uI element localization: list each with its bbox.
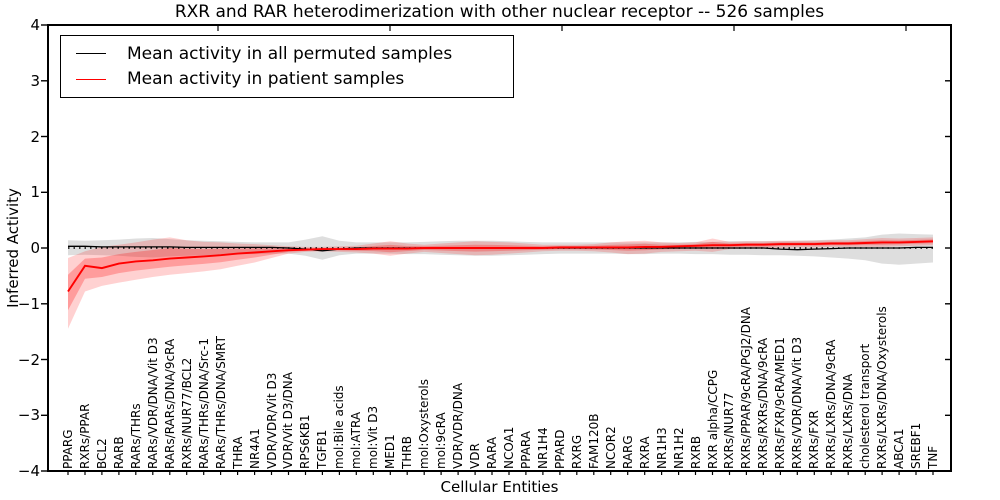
- x-tick-label: RXRs/VDR/DNA/Vit D3: [790, 336, 805, 469]
- y-tick-label: 4: [30, 16, 40, 34]
- x-tick-label: cholesterol transport: [858, 343, 873, 469]
- x-tick-label: NR4A1: [247, 428, 262, 469]
- x-tick-label: PPARA: [518, 431, 533, 469]
- x-tick-label: RXRs/LXRs/DNA: [841, 373, 856, 469]
- x-tick-label: mol:9cRA: [434, 412, 449, 469]
- x-tick-label: RXRs/NUR77: [722, 392, 737, 469]
- x-tick-label: NR1H2: [671, 427, 686, 469]
- x-tick-label: RXRs/FXR/9cRA/MED1: [773, 337, 788, 469]
- x-tick-label: VDR/VDR/DNA: [451, 382, 466, 469]
- x-tick-label: FAM120B: [586, 413, 601, 470]
- patient-line-swatch: [76, 78, 106, 80]
- x-tick-label: RXRs/LXRs/DNA/Oxysterols: [875, 306, 890, 469]
- x-tick-label: NCOA1: [501, 426, 516, 469]
- x-tick-label: RXRs/NUR77/BCL2: [179, 357, 194, 469]
- legend-label-permuted: Mean activity in all permuted samples: [127, 43, 453, 64]
- x-tick-label: NCOR2: [603, 426, 618, 469]
- permuted-range-band: [68, 233, 933, 265]
- x-tick-label: VDR/Vit D3/DNA: [281, 372, 296, 469]
- x-tick-label: ABCA1: [892, 428, 907, 469]
- x-tick-label: TNF: [926, 445, 940, 469]
- legend-item-permuted: Mean activity in all permuted samples: [61, 44, 513, 64]
- x-tick-label: mol:Bile acids: [332, 385, 347, 469]
- x-tick-label: VDR/VDR/Vit D3: [264, 372, 279, 469]
- x-tick-label: TGFB1: [315, 429, 330, 469]
- x-tick-label: THRB: [400, 436, 415, 469]
- x-tick-label: RXR alpha/CCPG: [705, 369, 720, 469]
- x-tick-label: RXRs/RXRs/DNA/9cRA: [756, 337, 771, 469]
- x-tick-label: RARB: [111, 436, 126, 469]
- x-tick-label: mol:Vit D3: [366, 405, 381, 469]
- x-tick-label: PPARG: [61, 429, 75, 469]
- x-tick-label: RARG: [620, 435, 635, 469]
- permuted-line-swatch: [76, 53, 106, 55]
- x-tick-label: NR1H3: [654, 427, 669, 469]
- y-tick-label: −3: [17, 406, 40, 425]
- y-tick-label: 0: [30, 239, 40, 257]
- legend: Mean activity in all permuted samples Me…: [60, 35, 514, 98]
- patient-mean-line: [67, 240, 934, 293]
- y-tick-label: −2: [17, 350, 40, 369]
- x-tick-label: BCL2: [94, 438, 109, 469]
- x-tick-label: RXRs/PPAR/9cRA/PGJ2/DNA: [739, 307, 754, 469]
- x-axis-label: Cellular Entities: [440, 478, 559, 496]
- chart-title: RXR and RAR heterodimerization with othe…: [174, 2, 825, 22]
- y-tick-label: −4: [17, 462, 40, 480]
- x-tick-label: RXRG: [569, 434, 584, 469]
- legend-item-patient: Mean activity in patient samples: [61, 69, 513, 89]
- plot-frame: [47, 24, 952, 472]
- x-tick-label: PPARD: [552, 429, 567, 470]
- x-tick-label: MED1: [383, 434, 398, 469]
- x-tick-label: RARs/THRs/DNA/SMRT: [213, 336, 228, 469]
- x-tick-label: mol:Oxysterols: [417, 379, 432, 469]
- y-tick-label: −1: [17, 294, 40, 313]
- x-tick-label: NR1H4: [535, 427, 550, 469]
- x-tick-label: RARs/RARs/DNA/9cRA: [162, 338, 177, 469]
- x-tick-label: RPS6KB1: [298, 414, 313, 469]
- x-tick-label: RARA: [485, 436, 500, 469]
- y-tick-label: 3: [30, 71, 40, 90]
- x-tick-label: RARs/VDR/DNA/Vit D3: [145, 337, 160, 469]
- x-tick-label: RXRB: [688, 435, 703, 469]
- x-tick-label: RARs/THRs: [128, 403, 143, 469]
- y-tick-label: 2: [30, 127, 40, 146]
- x-tick-label: RARs/THRs/DNA/Src-1: [196, 338, 211, 469]
- x-tick-label: THRA: [230, 436, 245, 469]
- x-tick-label: RXRs/PPAR: [77, 403, 92, 469]
- x-tick-label: VDR: [468, 443, 483, 469]
- legend-label-patient: Mean activity in patient samples: [127, 69, 405, 90]
- x-tick-label: mol:ATRA: [349, 411, 364, 469]
- y-tick-label: 1: [30, 183, 40, 202]
- x-tick-label: RXRs/FXR: [807, 410, 822, 469]
- x-tick-label: RXRs/LXRs/DNA/9cRA: [824, 339, 839, 470]
- x-tick-label: RXRA: [637, 436, 652, 469]
- x-tick-label: SREBF1: [909, 422, 924, 469]
